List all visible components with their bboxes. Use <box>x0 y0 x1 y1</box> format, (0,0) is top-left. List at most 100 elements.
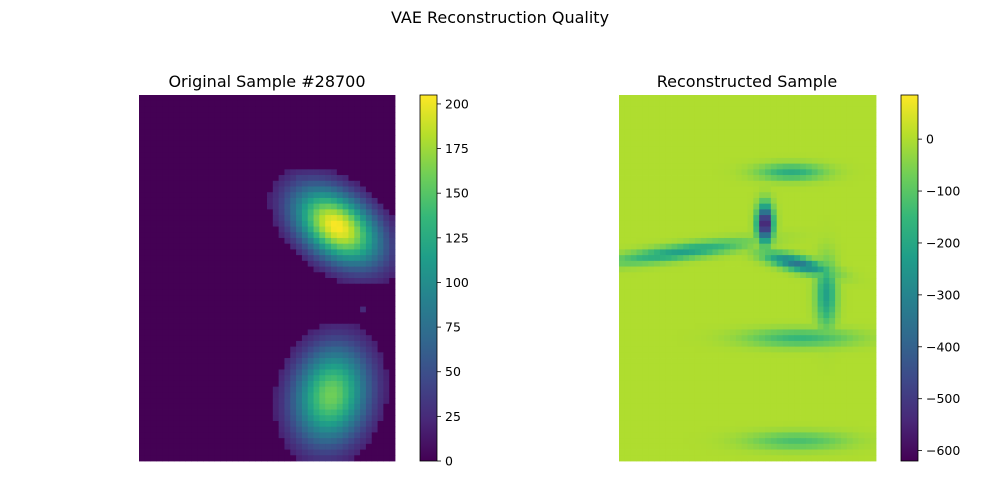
heatmap-cell <box>325 169 332 176</box>
reconstructed-sample-title: Reconstructed Sample <box>657 72 837 91</box>
heatmap-cell <box>654 266 661 273</box>
heatmap-cell <box>383 278 390 285</box>
heatmap-cell <box>284 163 291 170</box>
heatmap-cell <box>162 363 169 370</box>
heatmap-cell <box>296 140 303 147</box>
heatmap-cell <box>249 175 256 182</box>
heatmap-cell <box>197 312 204 319</box>
heatmap-cell <box>654 95 661 102</box>
heatmap-cell <box>296 232 303 239</box>
heatmap-cell <box>659 152 667 159</box>
heatmap-cell <box>354 295 361 302</box>
heatmap-cell <box>144 209 152 216</box>
heatmap-cell <box>776 255 783 262</box>
heatmap-cell <box>782 300 789 307</box>
heatmap-cell <box>747 215 754 222</box>
heatmap-cell <box>249 220 256 227</box>
heatmap-cell <box>232 449 239 456</box>
heatmap-cell <box>203 180 210 187</box>
heatmap-cell <box>313 289 320 296</box>
heatmap-cell <box>139 163 146 170</box>
heatmap-cell <box>706 272 713 279</box>
heatmap-cell <box>185 300 192 307</box>
heatmap-cell <box>840 192 848 199</box>
heatmap-cell <box>150 95 157 102</box>
heatmap-cell <box>342 226 349 233</box>
heatmap-cell <box>829 175 836 182</box>
heatmap-cell <box>185 283 192 290</box>
heatmap-cell <box>342 220 349 227</box>
heatmap-cell <box>162 180 169 187</box>
heatmap-cell <box>858 255 865 262</box>
heatmap-cell <box>724 255 731 262</box>
heatmap-cell <box>648 323 655 330</box>
heatmap-cell <box>226 260 233 267</box>
heatmap-cell <box>630 260 637 267</box>
heatmap-cell <box>150 363 157 370</box>
heatmap-cell <box>852 146 859 153</box>
heatmap-cell <box>747 232 754 239</box>
heatmap-cell <box>249 197 256 205</box>
heatmap-cell <box>173 358 181 365</box>
heatmap-cell <box>782 209 789 216</box>
heatmap-cell <box>689 243 696 250</box>
heatmap-cell <box>624 215 632 222</box>
heatmap-cell <box>689 237 696 245</box>
heatmap-cell <box>846 175 854 182</box>
heatmap-cell <box>156 249 163 256</box>
heatmap-cell <box>197 426 204 433</box>
heatmap-cell <box>307 386 314 393</box>
heatmap-cell <box>348 135 355 142</box>
heatmap-cell <box>677 152 684 159</box>
heatmap-cell <box>870 226 877 233</box>
heatmap-cell <box>255 369 262 376</box>
heatmap-cell <box>301 432 309 439</box>
heatmap-cell <box>858 352 865 359</box>
heatmap-cell <box>197 260 204 267</box>
heatmap-cell <box>197 169 204 176</box>
heatmap-cell <box>162 438 169 445</box>
heatmap-cell <box>168 283 175 290</box>
heatmap-cell <box>377 220 384 227</box>
heatmap-cell <box>811 363 818 370</box>
heatmap-cell <box>371 420 378 428</box>
heatmap-cell <box>706 140 713 147</box>
original-sample-title: Original Sample #28700 <box>168 72 365 91</box>
heatmap-cell <box>243 318 250 325</box>
heatmap-cell <box>243 112 250 119</box>
heatmap-cell <box>267 186 274 193</box>
heatmap-cell <box>782 157 789 165</box>
heatmap-cell <box>360 175 367 182</box>
heatmap-cell <box>811 135 818 142</box>
heatmap-cell <box>753 335 760 342</box>
heatmap-cell <box>689 157 696 165</box>
heatmap-cell <box>858 226 865 233</box>
heatmap-cell <box>636 106 643 113</box>
heatmap-cell <box>700 220 708 227</box>
heatmap-cell <box>694 146 702 153</box>
heatmap-cell <box>741 140 748 147</box>
heatmap-cell <box>168 426 175 433</box>
heatmap-cell <box>741 135 748 142</box>
heatmap-cell <box>168 203 175 210</box>
heatmap-cell <box>261 135 268 142</box>
heatmap-cell <box>185 157 192 165</box>
heatmap-cell <box>173 312 181 319</box>
heatmap-cell <box>173 112 181 119</box>
heatmap-cell <box>331 197 338 205</box>
heatmap-cell <box>243 260 250 267</box>
heatmap-cell <box>249 215 256 222</box>
heatmap-cell <box>150 112 157 119</box>
heatmap-cell <box>284 289 291 296</box>
heatmap-cell <box>360 140 367 147</box>
heatmap-cell <box>336 129 344 136</box>
heatmap-cell <box>360 226 367 233</box>
heatmap-cell <box>296 403 303 410</box>
heatmap-cell <box>156 220 163 227</box>
heatmap-cell <box>185 432 192 439</box>
heatmap-cell <box>173 226 181 233</box>
heatmap-cell <box>237 323 245 330</box>
heatmap-cell <box>724 129 731 136</box>
heatmap-cell <box>389 312 396 319</box>
heatmap-cell <box>156 146 163 153</box>
